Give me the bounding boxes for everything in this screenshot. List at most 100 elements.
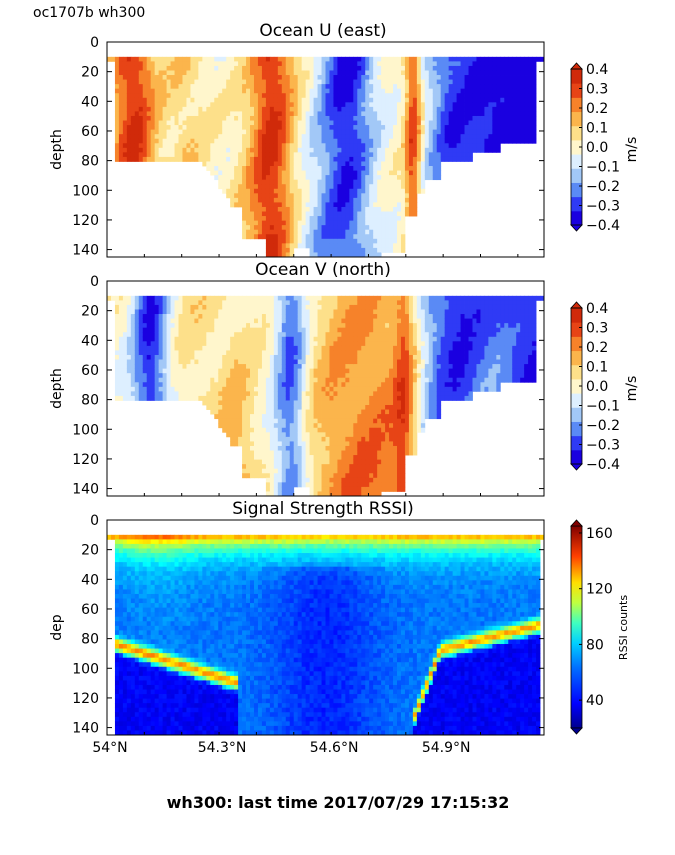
heatmap-cell	[138, 75, 144, 80]
heatmap-cell	[373, 170, 378, 176]
heatmap-cell	[416, 93, 422, 99]
heatmap-cell	[261, 327, 267, 333]
heatmap-cell	[428, 170, 434, 176]
heatmap-cell	[357, 197, 362, 203]
heatmap-cell	[381, 70, 386, 76]
heatmap-cell	[516, 56, 521, 62]
heatmap-cell	[309, 327, 314, 333]
heatmap-cell	[242, 304, 247, 310]
heatmap-cell	[448, 147, 454, 153]
heatmap-cell	[353, 247, 358, 253]
heatmap-cell	[285, 202, 291, 208]
heatmap-cell	[385, 193, 390, 199]
heatmap-cell	[404, 106, 410, 112]
heatmap-cell	[134, 368, 140, 374]
heatmap-cell	[130, 295, 136, 301]
heatmap-cell	[277, 111, 283, 117]
heatmap-cell	[190, 318, 195, 324]
heatmap-cell	[166, 350, 171, 356]
heatmap-cell	[325, 156, 330, 162]
heatmap-cell	[393, 202, 398, 208]
heatmap-cell	[166, 106, 171, 112]
heatmap-cell	[512, 79, 517, 85]
heatmap-cell	[305, 193, 311, 199]
heatmap-cell	[234, 97, 239, 103]
heatmap-cell	[194, 304, 199, 310]
heatmap-cell	[393, 247, 398, 253]
heatmap-cell	[146, 84, 152, 90]
heatmap-cell	[214, 382, 219, 388]
heatmap-cell	[424, 115, 430, 121]
heatmap-cell	[218, 341, 223, 347]
heatmap-cell	[285, 314, 291, 319]
heatmap-cell	[190, 65, 195, 71]
heatmap-cell	[285, 84, 291, 90]
heatmap-cell	[317, 147, 322, 153]
heatmap-cell	[361, 175, 366, 181]
heatmap-cell	[261, 473, 267, 479]
heatmap-cell	[154, 336, 160, 342]
heatmap-cell	[500, 106, 505, 112]
heatmap-cell	[222, 120, 227, 126]
heatmap-cell	[337, 102, 342, 108]
heatmap-cell	[174, 97, 179, 103]
heatmap-cell	[281, 65, 287, 71]
heatmap-cell	[436, 175, 442, 181]
heatmap-cell	[333, 152, 338, 158]
heatmap-cell	[285, 111, 291, 117]
heatmap-cell	[218, 309, 223, 315]
heatmap-cell	[218, 147, 223, 153]
heatmap-cell	[138, 382, 144, 388]
heatmap-cell	[226, 364, 231, 370]
heatmap-cell	[246, 395, 251, 401]
heatmap-cell	[114, 79, 120, 85]
heatmap-cell	[222, 391, 227, 397]
heatmap-cell	[242, 216, 247, 222]
heatmap-cell	[420, 88, 426, 94]
heatmap-cell	[178, 102, 183, 108]
heatmap-cell	[353, 152, 358, 158]
heatmap-cell	[198, 336, 203, 342]
heatmap-cell	[150, 102, 156, 108]
heatmap-cell	[293, 193, 299, 199]
heatmap-cell	[118, 84, 124, 90]
heatmap-cell	[114, 106, 120, 112]
heatmap-cell	[377, 175, 382, 181]
heatmap-cell	[333, 197, 338, 203]
heatmap-cell	[412, 188, 418, 194]
heatmap-cell	[154, 309, 160, 315]
heatmap-cell	[194, 75, 199, 80]
heatmap-cell	[126, 395, 132, 401]
heatmap-cell	[198, 61, 203, 67]
heatmap-cell	[146, 115, 152, 121]
heatmap-cell	[496, 115, 501, 121]
heatmap-cell	[273, 486, 279, 492]
heatmap-cell	[321, 65, 326, 71]
heatmap-cell	[321, 197, 326, 203]
heatmap-cell	[130, 300, 136, 306]
heatmap-cell	[170, 336, 175, 342]
heatmap-cell	[432, 152, 438, 158]
heatmap-cell	[329, 61, 334, 67]
heatmap-cell	[226, 423, 231, 429]
heatmap-cell	[210, 332, 215, 338]
heatmap-cell	[273, 111, 279, 117]
heatmap-cell	[428, 88, 434, 94]
heatmap-cell	[408, 211, 414, 217]
heatmap-cell	[194, 125, 199, 131]
heatmap-cell	[250, 229, 255, 235]
heatmap-cell	[222, 314, 227, 319]
heatmap-cell	[508, 138, 513, 144]
heatmap-cell	[138, 300, 144, 306]
heatmap-cell	[289, 211, 295, 217]
heatmap-cell	[393, 88, 398, 94]
heatmap-cell	[226, 295, 231, 301]
heatmap-cell	[512, 84, 517, 90]
heatmap-cell	[389, 93, 394, 99]
heatmap-cell	[432, 143, 438, 149]
heatmap-cell	[420, 170, 426, 176]
heatmap-cell	[261, 309, 267, 315]
heatmap-cell	[250, 166, 255, 171]
heatmap-cell	[333, 79, 338, 85]
heatmap-cell	[345, 65, 350, 71]
